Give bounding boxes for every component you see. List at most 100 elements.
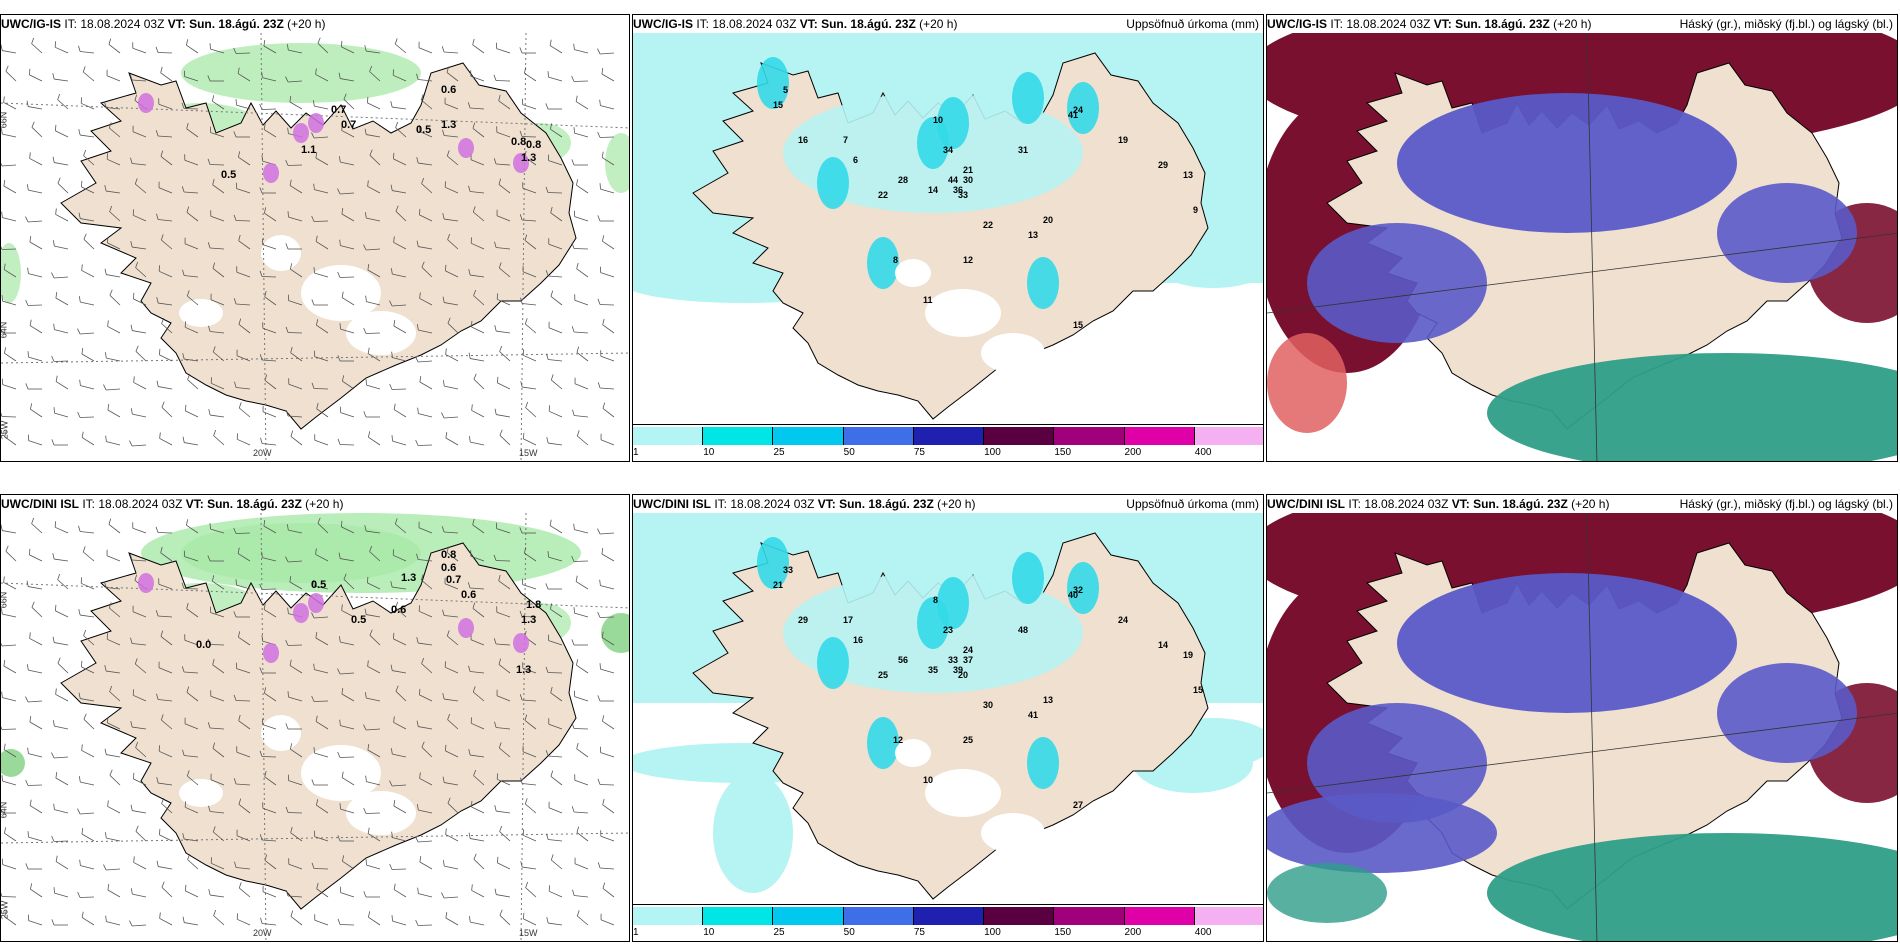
wind-barb bbox=[340, 725, 355, 730]
wind-barb-tick bbox=[394, 518, 398, 525]
wind-barb-tick bbox=[186, 290, 190, 297]
wind-barb bbox=[29, 74, 43, 82]
wind-barb bbox=[289, 101, 303, 110]
lon-label-20w: 20W bbox=[253, 928, 272, 938]
wind-barb-tick bbox=[27, 351, 29, 358]
precip-value-label: 1.3 bbox=[441, 119, 456, 131]
wind-barb bbox=[418, 413, 433, 418]
wind-barb-tick bbox=[130, 804, 133, 811]
wind-barb bbox=[28, 669, 43, 674]
wind-barb bbox=[317, 42, 329, 54]
wind-barb bbox=[81, 353, 95, 362]
wind-barb bbox=[80, 134, 95, 138]
wind-barb-tick bbox=[313, 747, 315, 754]
wind-barb bbox=[184, 755, 199, 758]
wind-barb-tick bbox=[104, 185, 107, 192]
wind-barb bbox=[314, 272, 329, 278]
wind-barb-tick bbox=[499, 825, 503, 832]
wind-barb-tick bbox=[186, 39, 189, 46]
wind-barb-tick bbox=[182, 269, 185, 276]
colorbar-label: 100 bbox=[984, 927, 1001, 938]
wind-barb bbox=[366, 384, 381, 390]
wind-barb bbox=[262, 807, 277, 814]
wind-barb-tick bbox=[290, 263, 293, 270]
precip-amount-label: 40 bbox=[1068, 590, 1078, 600]
colorbar-swatch bbox=[984, 427, 1055, 445]
low-cloud bbox=[1267, 863, 1387, 923]
wind-barb bbox=[369, 71, 381, 82]
wind-barb-tick bbox=[259, 834, 263, 841]
wind-barb-tick bbox=[597, 298, 601, 305]
precip-amount-label: 44 bbox=[948, 175, 958, 185]
wind-barb-tick bbox=[441, 46, 445, 53]
wind-barb bbox=[316, 408, 329, 418]
wind-barb-tick bbox=[389, 780, 393, 787]
wind-barb-tick bbox=[155, 610, 159, 617]
wind-barb-tick bbox=[493, 74, 497, 81]
wind-barb bbox=[212, 268, 225, 278]
wind-barb-tick bbox=[25, 696, 29, 703]
wind-barb-tick bbox=[156, 213, 159, 220]
wind-barb-tick bbox=[187, 373, 191, 380]
wind-barb-tick bbox=[104, 101, 107, 108]
wind-barb-tick bbox=[390, 101, 393, 108]
wind-barb-tick bbox=[576, 262, 579, 269]
wind-barb bbox=[576, 664, 589, 674]
wind-barb-tick bbox=[468, 749, 471, 756]
panel-title: UWC/DINI ISL IT: 18.08.2024 03Z VT: Sun.… bbox=[1267, 497, 1609, 511]
wind-barb bbox=[550, 692, 563, 702]
wind-barb bbox=[132, 611, 147, 618]
wind-barb-tick bbox=[109, 685, 113, 692]
precip-core bbox=[1067, 562, 1099, 614]
wind-barb-tick bbox=[238, 402, 242, 409]
wind-barb-tick bbox=[159, 432, 161, 439]
wind-barb bbox=[341, 213, 355, 222]
wind-barb bbox=[159, 834, 173, 842]
wind-barb bbox=[419, 381, 433, 390]
wind-barb bbox=[444, 531, 459, 534]
wind-barb-tick bbox=[367, 660, 369, 667]
colorbar-label: 25 bbox=[773, 927, 785, 938]
wind-barb-tick bbox=[129, 440, 133, 447]
wind-barb bbox=[447, 322, 459, 334]
wind-barb-tick bbox=[602, 318, 605, 325]
wind-barb bbox=[184, 922, 199, 926]
wind-barb-tick bbox=[316, 882, 319, 889]
wind-barb-tick bbox=[208, 805, 211, 812]
wind-barb bbox=[600, 439, 615, 446]
wind-barb-tick bbox=[519, 47, 523, 54]
wind-barb-tick bbox=[573, 523, 575, 530]
wind-barb bbox=[601, 553, 615, 562]
wind-barb-tick bbox=[337, 271, 341, 278]
wind-barb-tick bbox=[415, 439, 419, 446]
wind-barb-tick bbox=[259, 103, 263, 110]
wind-barb-tick bbox=[471, 404, 473, 411]
wind-barb-tick bbox=[391, 831, 393, 838]
wind-barb-tick bbox=[31, 121, 35, 128]
wind-barb bbox=[80, 698, 95, 702]
wind-barb bbox=[132, 893, 147, 898]
wind-barb-tick bbox=[338, 156, 341, 163]
wind-barb-tick bbox=[416, 240, 419, 247]
wind-barb bbox=[186, 128, 199, 138]
lon-label-15w: 15W bbox=[519, 448, 538, 458]
wind-barb-tick bbox=[207, 638, 211, 645]
wind-barb bbox=[3, 185, 17, 194]
wind-barb bbox=[288, 383, 303, 390]
wind-barb-tick bbox=[285, 639, 289, 646]
wind-barb-tick bbox=[363, 244, 367, 251]
wind-barb bbox=[497, 298, 511, 306]
wind-barb bbox=[522, 271, 537, 278]
glacier bbox=[895, 259, 931, 287]
wind-barb bbox=[133, 382, 147, 390]
wind-barb bbox=[237, 553, 251, 562]
wind-barb bbox=[81, 917, 95, 926]
wind-barb bbox=[576, 268, 589, 278]
wind-barb bbox=[602, 888, 615, 898]
wind-barb bbox=[496, 528, 511, 534]
wind-barb-tick bbox=[259, 270, 263, 277]
wind-barb bbox=[57, 662, 69, 674]
wind-barb-tick bbox=[341, 771, 344, 778]
wind-map: 0.6 1.3 0.5 0.7 1.1 0.7 0.8 0.8 0.5 1.3 bbox=[1, 33, 629, 461]
wind-barb-tick bbox=[393, 716, 395, 723]
